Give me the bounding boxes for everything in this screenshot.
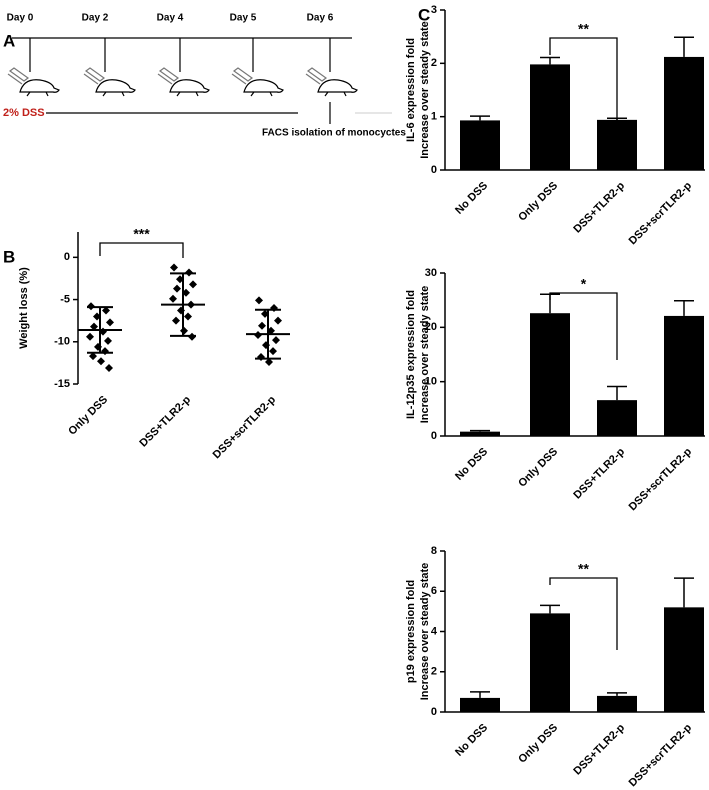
- x-tick-label: Only DSS: [516, 446, 560, 490]
- x-tick-label: Only DSS: [66, 394, 110, 438]
- bar: [460, 431, 500, 436]
- bar: [460, 120, 500, 170]
- y-axis-label: Increase over steady state: [419, 21, 431, 159]
- y-tick-label: 8: [431, 545, 437, 557]
- day-label: Day 5: [230, 13, 257, 24]
- y-tick-label: 20: [425, 321, 437, 333]
- y-axis-label: Increase over steady state: [419, 563, 431, 701]
- y-tick-label: 0: [431, 164, 437, 176]
- significance-bracket: [99, 242, 184, 258]
- point: [169, 294, 177, 303]
- y-tick-label: -15: [54, 378, 70, 390]
- y-tick-label: 30: [425, 267, 437, 279]
- bar: [530, 64, 570, 170]
- x-tick-label: DSS+scrTLR2-p: [211, 394, 279, 462]
- significance-label: **: [578, 21, 589, 37]
- point: [170, 263, 178, 272]
- point: [255, 296, 263, 305]
- y-tick-label: 10: [425, 376, 437, 388]
- x-tick-label: Only DSS: [516, 722, 560, 766]
- point: [105, 363, 113, 372]
- y-tick-label: 1: [431, 111, 437, 123]
- significance-bracket: [549, 37, 618, 140]
- point: [274, 316, 282, 325]
- x-tick-label: No DSS: [453, 180, 490, 217]
- mice: [7, 67, 358, 97]
- x-tick-label: Only DSS: [516, 180, 560, 224]
- y-tick-label: -10: [54, 336, 70, 348]
- point: [272, 336, 280, 345]
- x-tick-label: DSS+scrTLR2-p: [627, 180, 695, 248]
- bar: [664, 607, 704, 712]
- point: [270, 304, 278, 312]
- y-tick-label: 2: [431, 666, 437, 678]
- significance-label: **: [578, 561, 589, 577]
- y-tick-label: 2: [431, 57, 437, 69]
- point: [258, 321, 266, 330]
- y-axis-label: Increase over steady state: [419, 286, 431, 424]
- x-tick-label: DSS+TLR2-p: [137, 394, 193, 450]
- x-tick-label: DSS+TLR2-p: [571, 446, 627, 502]
- bar: [530, 613, 570, 712]
- y-axis-label: p19 expression fold: [405, 580, 417, 683]
- x-tick-label: No DSS: [453, 446, 490, 483]
- significance-bracket: [549, 577, 618, 650]
- day-label: Day 6: [307, 13, 334, 24]
- point: [265, 358, 273, 367]
- panel-label: C: [418, 5, 430, 24]
- bar: [664, 56, 704, 170]
- y-tick-label: 3: [431, 4, 437, 16]
- day-label: Day 2: [82, 13, 109, 24]
- y-tick-label: 6: [431, 585, 437, 597]
- x-tick-label: DSS+scrTLR2-p: [627, 446, 695, 514]
- x-tick-label: DSS+TLR2-p: [571, 180, 627, 236]
- significance-label: ***: [133, 226, 150, 242]
- point: [269, 347, 277, 356]
- x-tick-label: DSS+TLR2-p: [571, 722, 627, 778]
- bar: [530, 313, 570, 436]
- point: [101, 347, 109, 356]
- point: [189, 280, 197, 289]
- y-tick-label: 0: [64, 251, 70, 263]
- y-axis-label: IL-12p35 expression fold: [405, 290, 417, 419]
- point: [102, 306, 110, 315]
- x-tick-label: No DSS: [453, 722, 490, 759]
- y-axis-label: Weight loss (%): [18, 267, 30, 349]
- bar: [597, 400, 637, 436]
- panel-label: B: [3, 247, 15, 266]
- point: [184, 312, 192, 321]
- point: [104, 336, 112, 345]
- panel-label: A: [3, 31, 15, 50]
- point: [172, 316, 180, 325]
- x-tick-label: DSS+scrTLR2-p: [627, 722, 695, 790]
- day-label: Day 0: [7, 13, 34, 24]
- bar: [664, 315, 704, 436]
- y-tick-label: 0: [431, 430, 437, 442]
- point: [89, 352, 97, 361]
- y-tick-label: 0: [431, 706, 437, 718]
- treatment-label: 2% DSS: [3, 107, 45, 119]
- point: [90, 322, 98, 331]
- point: [86, 332, 94, 341]
- y-tick-label: -5: [60, 293, 70, 305]
- y-tick-label: 4: [431, 625, 438, 637]
- point: [97, 357, 105, 366]
- point: [173, 284, 181, 293]
- bar: [597, 695, 637, 712]
- day-label: Day 4: [157, 13, 184, 24]
- significance-bracket: [549, 292, 618, 360]
- y-axis-label: IL-6 expression fold: [405, 38, 417, 142]
- facs-note: FACS isolation of monocyctes: [262, 128, 406, 139]
- significance-label: *: [581, 276, 587, 292]
- point: [257, 352, 265, 361]
- bar: [460, 697, 500, 712]
- point: [106, 318, 114, 327]
